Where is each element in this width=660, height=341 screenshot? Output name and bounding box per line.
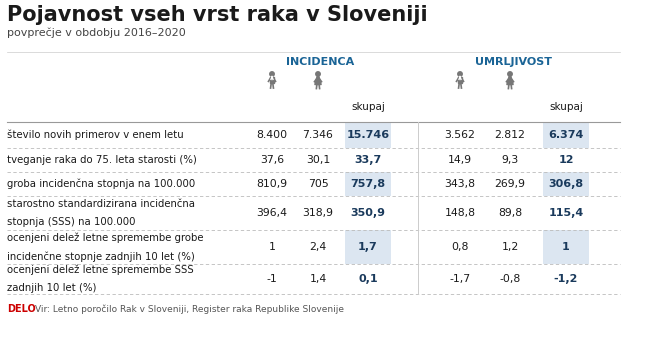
Text: 7.346: 7.346 bbox=[302, 130, 333, 140]
Text: 705: 705 bbox=[308, 179, 329, 189]
Text: 757,8: 757,8 bbox=[350, 179, 385, 189]
Text: stopnja (SSS) na 100.000: stopnja (SSS) na 100.000 bbox=[7, 217, 135, 227]
Polygon shape bbox=[459, 77, 461, 83]
Text: 810,9: 810,9 bbox=[257, 179, 288, 189]
Text: 148,8: 148,8 bbox=[444, 208, 475, 218]
Text: Vir: Letno poročilo Rak v Sloveniji, Register raka Republike Slovenije: Vir: Letno poročilo Rak v Sloveniji, Reg… bbox=[35, 304, 344, 313]
Text: incidenčne stopnje zadnjih 10 let (%): incidenčne stopnje zadnjih 10 let (%) bbox=[7, 251, 195, 262]
FancyBboxPatch shape bbox=[345, 230, 391, 264]
Text: 1: 1 bbox=[269, 242, 275, 252]
Text: 9,3: 9,3 bbox=[502, 155, 519, 165]
Text: 14,9: 14,9 bbox=[448, 155, 472, 165]
Text: 343,8: 343,8 bbox=[444, 179, 475, 189]
Text: Pojavnost vseh vrst raka v Sloveniji: Pojavnost vseh vrst raka v Sloveniji bbox=[7, 5, 428, 25]
Text: -1,7: -1,7 bbox=[449, 274, 471, 284]
Polygon shape bbox=[315, 77, 321, 85]
Text: 2.812: 2.812 bbox=[494, 130, 525, 140]
Text: -1: -1 bbox=[267, 274, 277, 284]
FancyBboxPatch shape bbox=[543, 172, 589, 196]
Text: 37,6: 37,6 bbox=[260, 155, 284, 165]
Circle shape bbox=[315, 72, 320, 76]
Text: ocenjeni delež letne spremembe SSS: ocenjeni delež letne spremembe SSS bbox=[7, 265, 194, 275]
Text: DELO: DELO bbox=[7, 304, 36, 314]
Text: 115,4: 115,4 bbox=[548, 208, 583, 218]
Text: ocenjeni delež letne spremembe grobe: ocenjeni delež letne spremembe grobe bbox=[7, 233, 203, 243]
Text: 8.400: 8.400 bbox=[257, 130, 288, 140]
Text: skupaj: skupaj bbox=[549, 102, 583, 112]
Text: 1: 1 bbox=[562, 242, 570, 252]
Text: 269,9: 269,9 bbox=[494, 179, 525, 189]
Text: -1,2: -1,2 bbox=[554, 274, 578, 284]
Text: -0,8: -0,8 bbox=[500, 274, 521, 284]
Text: 1,4: 1,4 bbox=[310, 274, 327, 284]
Text: tveganje raka do 75. leta starosti (%): tveganje raka do 75. leta starosti (%) bbox=[7, 155, 197, 165]
Circle shape bbox=[458, 72, 462, 76]
Text: 33,7: 33,7 bbox=[354, 155, 381, 165]
Text: 30,1: 30,1 bbox=[306, 155, 330, 165]
Text: UMRLJIVOST: UMRLJIVOST bbox=[475, 57, 552, 67]
Text: 350,9: 350,9 bbox=[350, 208, 385, 218]
Text: 396,4: 396,4 bbox=[257, 208, 288, 218]
Text: 1,7: 1,7 bbox=[358, 242, 378, 252]
Text: 89,8: 89,8 bbox=[498, 208, 522, 218]
Circle shape bbox=[270, 72, 275, 76]
Text: 3.562: 3.562 bbox=[445, 130, 475, 140]
Polygon shape bbox=[507, 77, 513, 85]
Text: starostno standardizirana incidenčna: starostno standardizirana incidenčna bbox=[7, 199, 195, 209]
Circle shape bbox=[508, 72, 512, 76]
Text: 12: 12 bbox=[558, 155, 574, 165]
Text: 0,8: 0,8 bbox=[451, 242, 469, 252]
Text: 1,2: 1,2 bbox=[502, 242, 519, 252]
Text: 2,4: 2,4 bbox=[310, 242, 327, 252]
Text: INCIDENCA: INCIDENCA bbox=[286, 57, 354, 67]
FancyBboxPatch shape bbox=[345, 172, 391, 196]
Text: 318,9: 318,9 bbox=[302, 208, 333, 218]
Polygon shape bbox=[271, 77, 274, 83]
Text: 0,1: 0,1 bbox=[358, 274, 378, 284]
Text: 306,8: 306,8 bbox=[548, 179, 583, 189]
FancyBboxPatch shape bbox=[543, 230, 589, 264]
Text: 6.374: 6.374 bbox=[548, 130, 583, 140]
Text: skupaj: skupaj bbox=[351, 102, 385, 112]
FancyBboxPatch shape bbox=[345, 122, 391, 148]
Text: groba incidenčna stopnja na 100.000: groba incidenčna stopnja na 100.000 bbox=[7, 179, 195, 189]
FancyBboxPatch shape bbox=[543, 122, 589, 148]
Text: povprečje v obdobju 2016–2020: povprečje v obdobju 2016–2020 bbox=[7, 28, 185, 39]
Text: 15.746: 15.746 bbox=[346, 130, 389, 140]
Text: število novih primerov v enem letu: število novih primerov v enem letu bbox=[7, 130, 183, 140]
Text: zadnjih 10 let (%): zadnjih 10 let (%) bbox=[7, 283, 96, 293]
